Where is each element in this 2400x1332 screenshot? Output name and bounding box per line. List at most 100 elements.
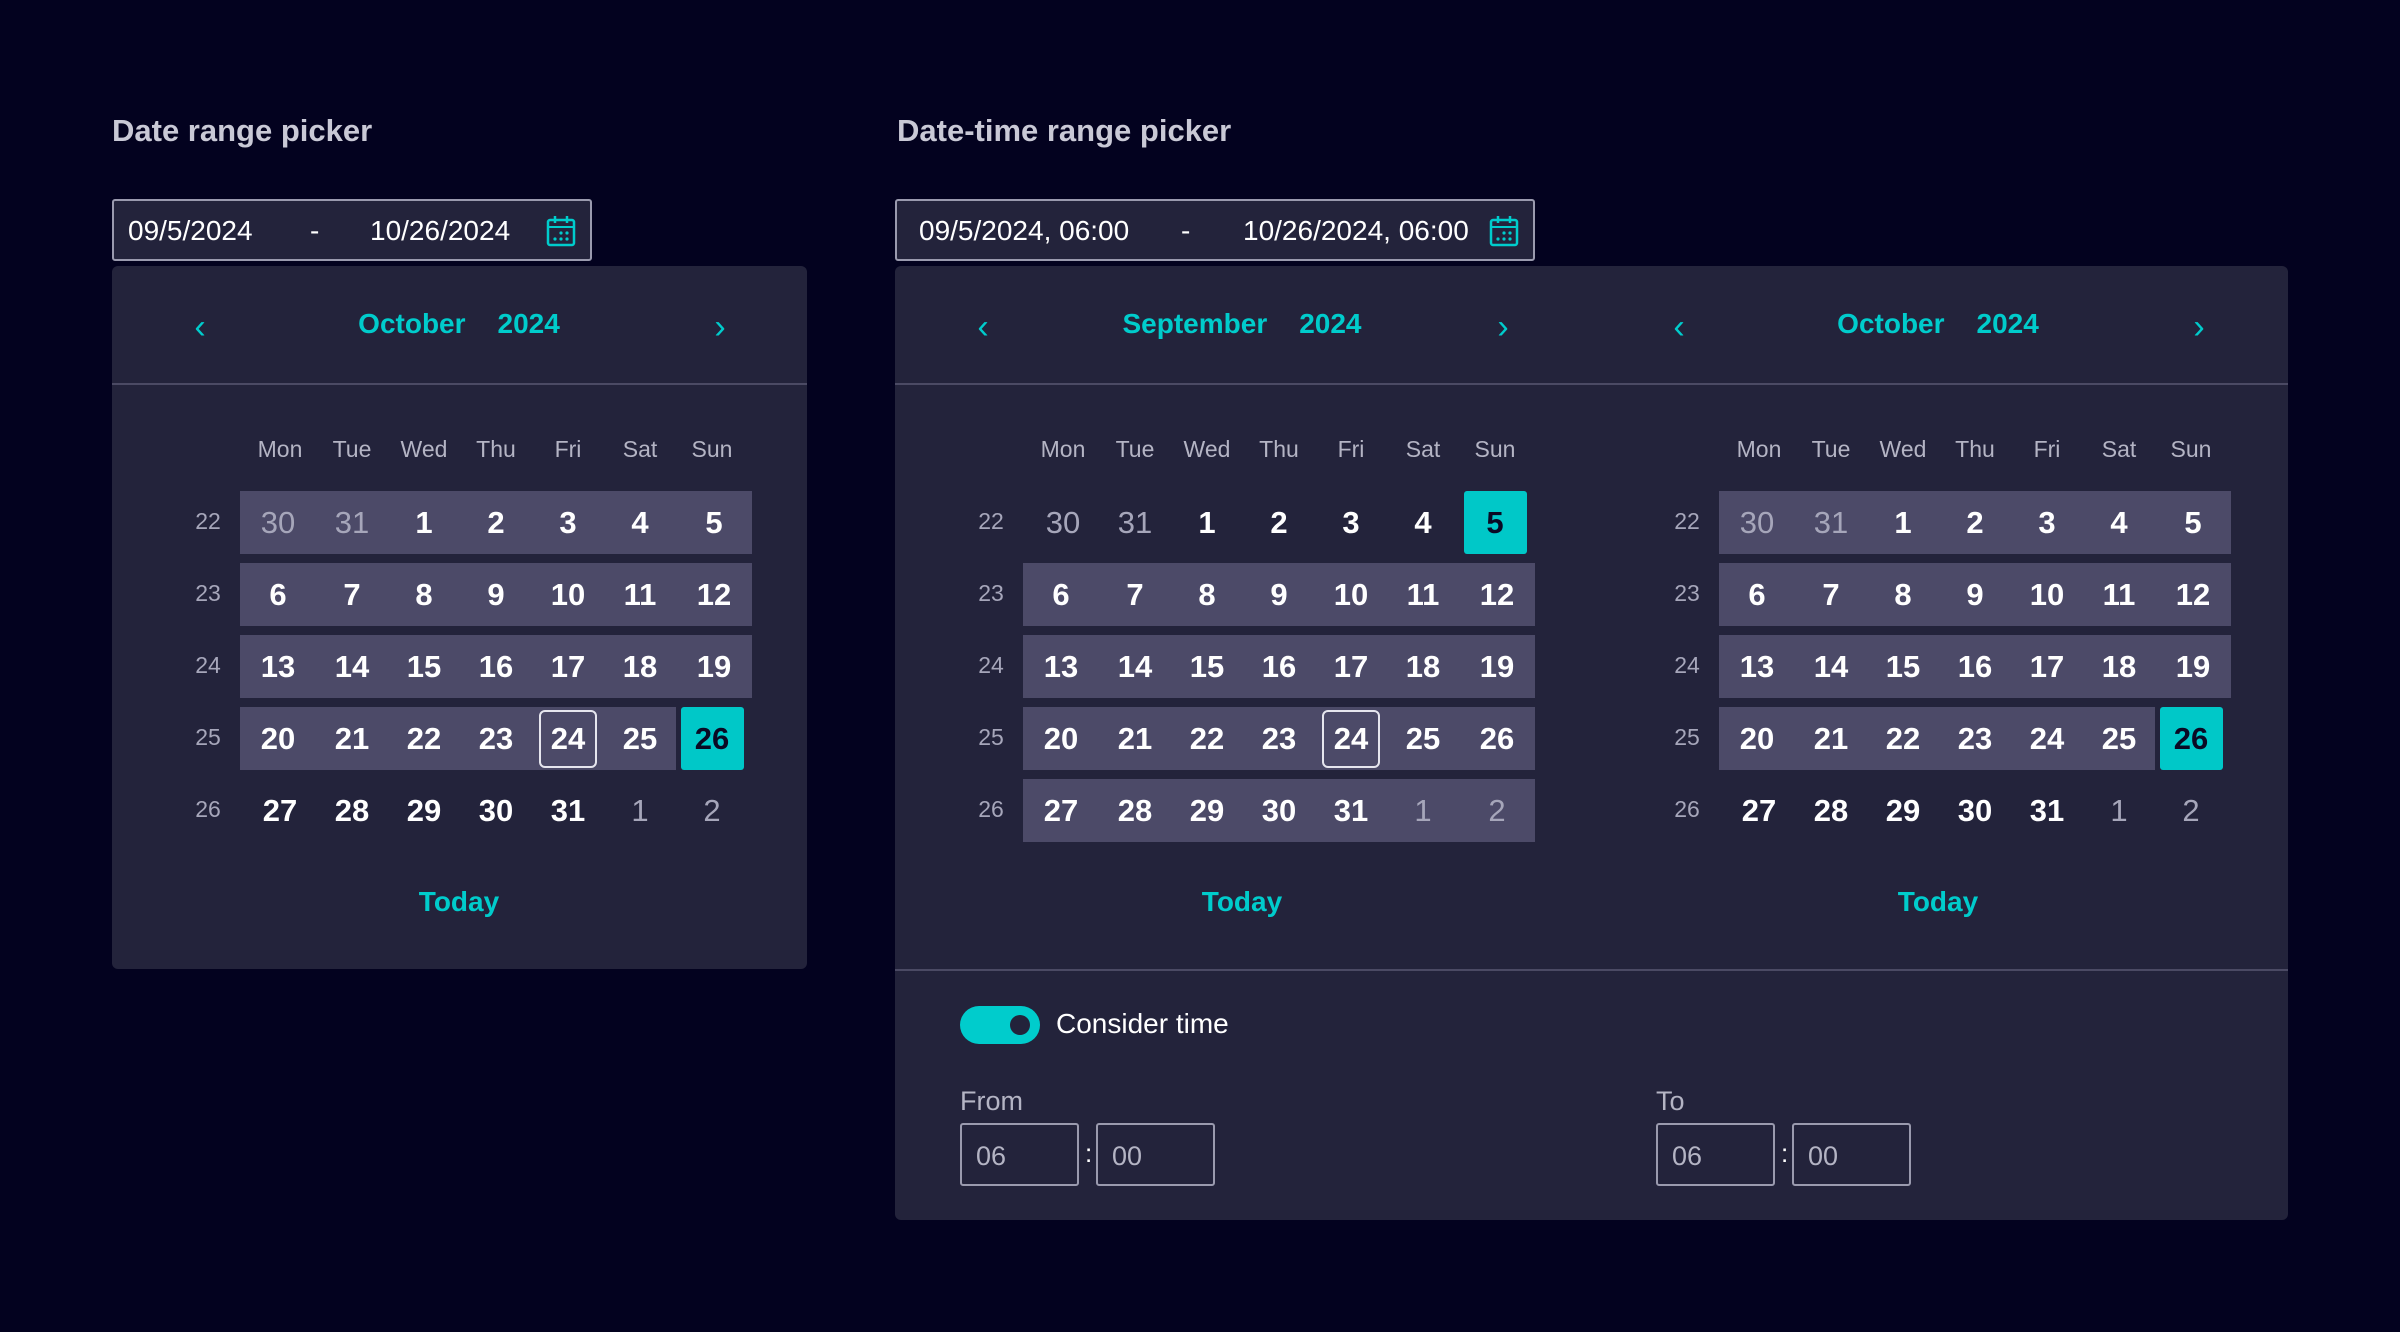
day-cell[interactable]: 7 (1795, 563, 1867, 626)
day-cell[interactable]: 6 (1023, 563, 1099, 626)
next-month-button[interactable]: › (714, 308, 726, 346)
day-cell[interactable]: 21 (1099, 707, 1171, 770)
day-cell[interactable]: 12 (676, 563, 752, 626)
day-cell[interactable]: 14 (316, 635, 388, 698)
day-cell[interactable]: 25 (1387, 707, 1459, 770)
day-cell[interactable]: 17 (532, 635, 604, 698)
day-cell[interactable]: 12 (2155, 563, 2231, 626)
day-cell[interactable]: 14 (1795, 635, 1867, 698)
day-cell[interactable]: 30 (1243, 779, 1315, 842)
day-cell[interactable]: 31 (316, 491, 388, 554)
day-cell[interactable]: 2 (1459, 779, 1535, 842)
today-button[interactable]: Today (1201, 886, 1283, 917)
day-cell[interactable]: 2 (2155, 779, 2227, 842)
day-cell[interactable]: 22 (388, 707, 460, 770)
date-range-input[interactable]: 09/5/2024 - 10/26/2024 (112, 199, 592, 261)
day-cell[interactable]: 3 (2011, 491, 2083, 554)
day-cell[interactable]: 19 (676, 635, 752, 698)
day-cell[interactable]: 30 (1939, 779, 2011, 842)
year-label[interactable]: 2024 (497, 308, 560, 339)
day-cell[interactable]: 1 (604, 779, 676, 842)
day-cell[interactable]: 17 (2011, 635, 2083, 698)
day-cell[interactable]: 15 (1171, 635, 1243, 698)
day-cell[interactable]: 23 (460, 707, 532, 770)
day-cell[interactable]: 31 (2011, 779, 2083, 842)
day-cell[interactable]: 11 (1387, 563, 1459, 626)
from-minutes-input[interactable]: 00 (1096, 1123, 1215, 1186)
day-cell[interactable]: 5 (2155, 491, 2231, 554)
next-month-button[interactable]: › (2193, 308, 2205, 346)
today-day[interactable]: 24 (1315, 707, 1387, 770)
day-cell[interactable]: 1 (2083, 779, 2155, 842)
day-cell[interactable]: 10 (532, 563, 604, 626)
day-cell[interactable]: 14 (1099, 635, 1171, 698)
day-cell[interactable]: 25 (604, 707, 676, 770)
day-cell[interactable]: 21 (316, 707, 388, 770)
day-cell[interactable]: 10 (1315, 563, 1387, 626)
day-cell[interactable]: 6 (1719, 563, 1795, 626)
day-cell[interactable]: 11 (604, 563, 676, 626)
day-cell[interactable]: 1 (1171, 491, 1243, 554)
month-label[interactable]: October (1837, 308, 1945, 339)
day-cell[interactable]: 18 (604, 635, 676, 698)
day-cell[interactable]: 1 (388, 491, 460, 554)
day-cell[interactable]: 18 (1387, 635, 1459, 698)
date-time-range-input[interactable]: 09/5/2024, 06:00 - 10/26/2024, 06:00 (895, 199, 1535, 261)
day-cell[interactable]: 19 (1459, 635, 1535, 698)
day-cell[interactable]: 6 (240, 563, 316, 626)
day-cell[interactable]: 7 (1099, 563, 1171, 626)
day-cell[interactable]: 29 (388, 779, 460, 842)
day-cell[interactable]: 20 (1023, 707, 1099, 770)
day-cell[interactable]: 30 (1719, 491, 1795, 554)
day-cell[interactable]: 28 (1795, 779, 1867, 842)
calendar-icon[interactable] (546, 215, 576, 247)
day-cell[interactable]: 9 (460, 563, 532, 626)
day-cell[interactable]: 28 (1099, 779, 1171, 842)
day-cell[interactable]: 4 (2083, 491, 2155, 554)
day-cell[interactable]: 19 (2155, 635, 2231, 698)
day-cell[interactable]: 3 (532, 491, 604, 554)
selected-day[interactable]: 26 (676, 707, 748, 770)
day-cell[interactable]: 4 (1387, 491, 1459, 554)
day-cell[interactable]: 7 (316, 563, 388, 626)
day-cell[interactable]: 9 (1243, 563, 1315, 626)
month-label[interactable]: October (358, 308, 466, 339)
calendar-icon[interactable] (1489, 215, 1519, 247)
selected-day[interactable]: 5 (1459, 491, 1531, 554)
to-hours-input[interactable]: 06 (1656, 1123, 1775, 1186)
day-cell[interactable]: 1 (1867, 491, 1939, 554)
day-cell[interactable]: 2 (460, 491, 532, 554)
day-cell[interactable]: 29 (1171, 779, 1243, 842)
day-cell[interactable]: 16 (1939, 635, 2011, 698)
prev-month-button[interactable]: ‹ (1673, 308, 1685, 346)
day-cell[interactable]: 31 (1795, 491, 1867, 554)
day-cell[interactable]: 11 (2083, 563, 2155, 626)
day-cell[interactable]: 16 (1243, 635, 1315, 698)
day-cell[interactable]: 30 (460, 779, 532, 842)
day-cell[interactable]: 5 (676, 491, 752, 554)
day-cell[interactable]: 27 (1723, 779, 1795, 842)
day-cell[interactable]: 2 (676, 779, 748, 842)
day-cell[interactable]: 13 (1719, 635, 1795, 698)
year-label[interactable]: 2024 (1299, 308, 1362, 339)
day-cell[interactable]: 13 (1023, 635, 1099, 698)
from-hours-input[interactable]: 06 (960, 1123, 1079, 1186)
today-button[interactable]: Today (1897, 886, 1979, 917)
day-cell[interactable]: 18 (2083, 635, 2155, 698)
day-cell[interactable]: 23 (1939, 707, 2011, 770)
day-cell[interactable]: 27 (1023, 779, 1099, 842)
day-cell[interactable]: 21 (1795, 707, 1867, 770)
day-cell[interactable]: 17 (1315, 635, 1387, 698)
day-cell[interactable]: 9 (1939, 563, 2011, 626)
day-cell[interactable]: 8 (388, 563, 460, 626)
prev-month-button[interactable]: ‹ (194, 308, 206, 346)
next-month-button[interactable]: › (1497, 308, 1509, 346)
day-cell[interactable]: 10 (2011, 563, 2083, 626)
day-cell[interactable]: 20 (240, 707, 316, 770)
day-cell[interactable]: 30 (240, 491, 316, 554)
selected-day[interactable]: 26 (2155, 707, 2227, 770)
day-cell[interactable]: 13 (240, 635, 316, 698)
prev-month-button[interactable]: ‹ (977, 308, 989, 346)
day-cell[interactable]: 3 (1315, 491, 1387, 554)
day-cell[interactable]: 2 (1939, 491, 2011, 554)
